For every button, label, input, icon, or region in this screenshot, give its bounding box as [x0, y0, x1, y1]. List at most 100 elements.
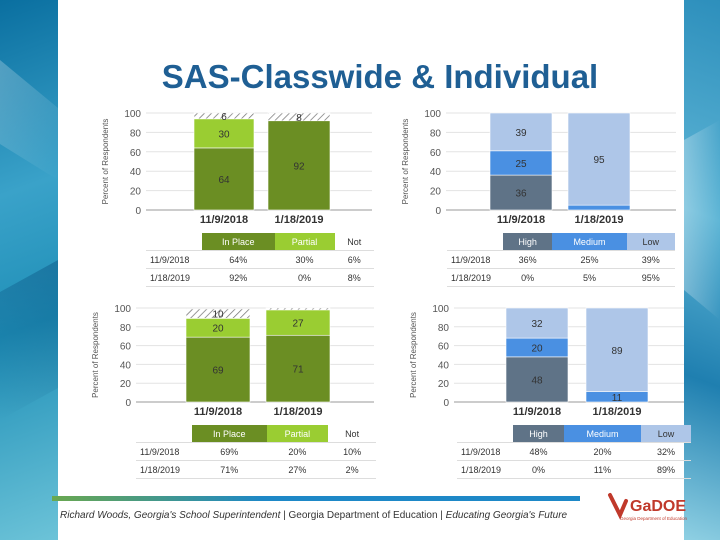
- bar-segment: [265, 334, 331, 403]
- bar-segment: [185, 308, 251, 319]
- page-title: SAS-Classwide & Individual: [161, 58, 599, 95]
- x-tick-label: 11/9/2018: [194, 406, 242, 418]
- data-label: 95: [593, 155, 605, 166]
- table-header: In Place: [192, 425, 267, 443]
- y-tick-label: 60: [438, 342, 450, 353]
- table-cell: 10%: [328, 442, 376, 461]
- data-label: 64: [218, 175, 230, 186]
- data-label: 10: [212, 310, 224, 321]
- table-row: 11/9/2018 36% 25% 39%: [447, 250, 675, 269]
- chart-svg: 0 20 40 60 80 100 Percent of Respondents 48 20 32…: [409, 304, 684, 418]
- table-cell: 20%: [563, 442, 641, 461]
- table-header: High: [513, 425, 564, 443]
- data-label: 89: [611, 346, 623, 357]
- footer-department: Georgia Department of Education: [288, 510, 438, 521]
- bar-segment: [267, 120, 331, 211]
- chart-top-left: 0 20 40 60 80 100 Percent of Respondents 64 30 6 1…: [98, 106, 378, 224]
- y-tick-label: 60: [430, 148, 442, 159]
- row-date: 11/9/2018: [146, 250, 202, 269]
- y-tick-label: 40: [120, 360, 132, 371]
- table-header: In Place: [202, 233, 275, 251]
- bar-segment: [193, 118, 255, 149]
- table-cell: 25%: [552, 250, 627, 269]
- bar-segment: [193, 112, 255, 120]
- row-date: 1/18/2019: [136, 460, 192, 479]
- x-tick-label: 1/18/2019: [593, 406, 642, 418]
- y-axis-label: Percent of Respondents: [91, 312, 100, 398]
- gadoe-logo: GaDOE Georgia Department of Education: [606, 489, 696, 523]
- data-label: 8: [296, 113, 302, 124]
- footer-slogan: Educating Georgia's Future: [445, 510, 568, 521]
- table-bottom-right: High Medium Low 11/9/2018 48% 20% 32% 1/…: [457, 425, 691, 479]
- footer-superintendent: Richard Woods, Georgia's School Superint…: [60, 510, 281, 521]
- y-tick-label: 80: [130, 128, 142, 139]
- data-label: 39: [515, 128, 527, 139]
- table-header: Partial: [274, 233, 335, 251]
- bar-segment: [567, 204, 631, 211]
- row-date: 11/9/2018: [457, 442, 513, 461]
- data-label: 30: [218, 129, 230, 140]
- table-cell: 36%: [503, 250, 553, 269]
- y-tick-label: 100: [124, 109, 141, 120]
- y-tick-label: 40: [438, 360, 450, 371]
- y-tick-label: 60: [120, 342, 132, 353]
- table-cell: 0%: [274, 268, 335, 287]
- y-tick-label: 20: [430, 187, 442, 198]
- bar-segment: [489, 174, 553, 211]
- row-date: 11/9/2018: [447, 250, 503, 269]
- footer-separator: |: [280, 510, 289, 521]
- bar-segment: [265, 307, 331, 311]
- x-tick-label: 11/9/2018: [497, 214, 545, 224]
- table-row: 11/9/2018 48% 20% 32%: [457, 442, 691, 461]
- bar-segment: [185, 336, 251, 403]
- svg-text:GaDOE: GaDOE: [630, 498, 686, 515]
- table-cell: 89%: [640, 460, 691, 479]
- data-label: 71: [292, 365, 304, 376]
- x-tick-label: 1/18/2019: [275, 214, 324, 224]
- table-row: 1/18/2019 0% 5% 95%: [447, 268, 675, 287]
- table-cell: 5%: [552, 268, 627, 287]
- chart-bottom-left: 0 20 40 60 80 100 Percent of Respondents 69 20 10…: [88, 300, 378, 418]
- bar-segment: [267, 112, 331, 122]
- left-decor-band: [0, 0, 58, 540]
- chart-top-right: 0 20 40 60 80 100 Percent of Respondents 36 25 39…: [398, 106, 678, 224]
- table-bottom-left: In Place Partial Not 11/9/2018 69% 20% 1…: [136, 425, 376, 479]
- chart-svg: 0 20 40 60 80 100 Percent of Respondents 69 20 10…: [91, 304, 374, 418]
- y-tick-label: 20: [438, 379, 450, 390]
- row-date: 1/18/2019: [447, 268, 503, 287]
- data-label: 48: [531, 375, 543, 386]
- y-tick-label: 0: [135, 206, 141, 217]
- y-tick-label: 80: [438, 323, 450, 334]
- y-tick-label: 0: [125, 398, 131, 409]
- y-tick-label: 80: [430, 128, 442, 139]
- data-label: 36: [515, 189, 527, 200]
- table-row: 11/9/2018 69% 20% 10%: [136, 442, 376, 461]
- chart-svg: 0 20 40 60 80 100 Percent of Respondents 64 30 6 1…: [101, 109, 372, 224]
- table-header: Low: [640, 425, 691, 443]
- footer-text: Richard Woods, Georgia's School Superint…: [60, 510, 567, 521]
- y-tick-label: 20: [120, 379, 132, 390]
- table-cell: 2%: [328, 460, 376, 479]
- table-top-left: In Place Partial Not 11/9/2018 64% 30% 6…: [146, 233, 374, 287]
- table-cell: 71%: [192, 460, 267, 479]
- x-tick-label: 11/9/2018: [513, 406, 561, 418]
- footer-divider: [52, 496, 580, 501]
- table-cell: 0%: [513, 460, 564, 479]
- y-tick-label: 100: [424, 109, 441, 120]
- table-header: Low: [626, 233, 675, 251]
- table-cell: 32%: [640, 442, 691, 461]
- table-cell: 64%: [202, 250, 275, 269]
- table-row: 11/9/2018 64% 30% 6%: [146, 250, 374, 269]
- bar-segment: [193, 147, 255, 211]
- y-tick-label: 80: [120, 323, 132, 334]
- table-header: Not: [328, 425, 376, 443]
- data-label: 11: [612, 393, 623, 404]
- table-cell: 20%: [266, 442, 329, 461]
- x-tick-label: 1/18/2019: [575, 214, 624, 224]
- table-top-right: High Medium Low 11/9/2018 36% 25% 39% 1/…: [447, 233, 675, 287]
- row-date: 1/18/2019: [146, 268, 202, 287]
- table-cell: 27%: [266, 460, 329, 479]
- table-cell: 92%: [202, 268, 275, 287]
- y-tick-label: 0: [443, 398, 449, 409]
- table-header: Not: [334, 233, 374, 251]
